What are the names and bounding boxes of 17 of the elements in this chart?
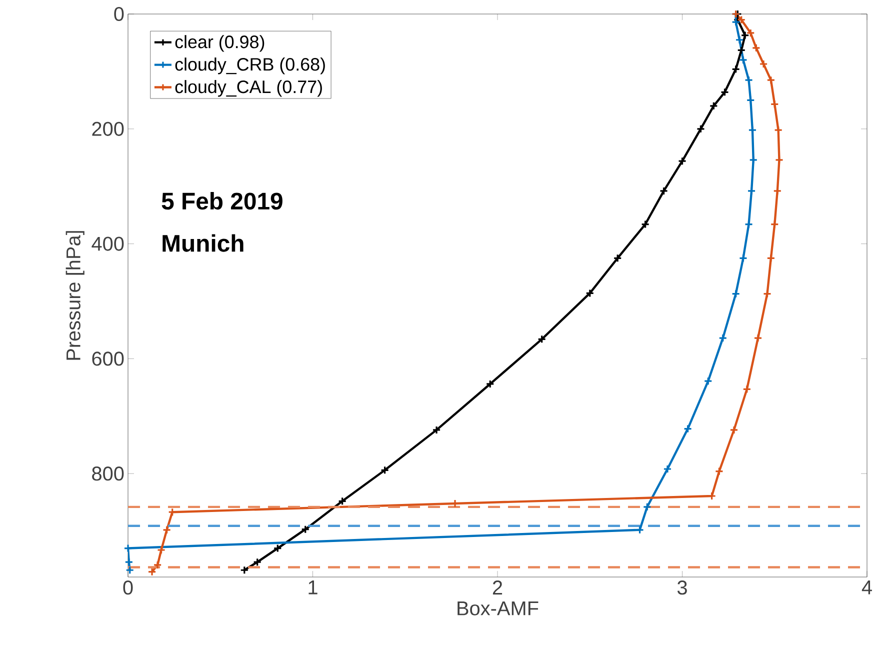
y-tick-label: 800: [92, 466, 124, 481]
y-tick-label: 0: [114, 6, 124, 22]
x-tick-label: 4: [862, 580, 872, 594]
y-tick-label: 400: [92, 236, 124, 251]
x-tick-label: 1: [308, 580, 318, 594]
y-axis-title: Pressure [hPa]: [66, 231, 84, 360]
y-tick-label: 600: [92, 352, 124, 366]
x-tick-label: 0: [123, 580, 133, 595]
x-tick-label: 3: [677, 580, 687, 595]
legend-label: clear (0.98): [175, 35, 264, 52]
x-tick-label: 2: [492, 580, 502, 594]
legend-label: cloudy_CAL (0.77): [175, 80, 322, 97]
x-axis-title: Box-AMF: [458, 601, 538, 616]
annotation: Munich: [162, 234, 244, 252]
legend-label: cloudy_CRB (0.68): [175, 58, 325, 74]
y-tick-label: 200: [92, 122, 124, 136]
annotation: 5 Feb 2019: [162, 192, 282, 210]
